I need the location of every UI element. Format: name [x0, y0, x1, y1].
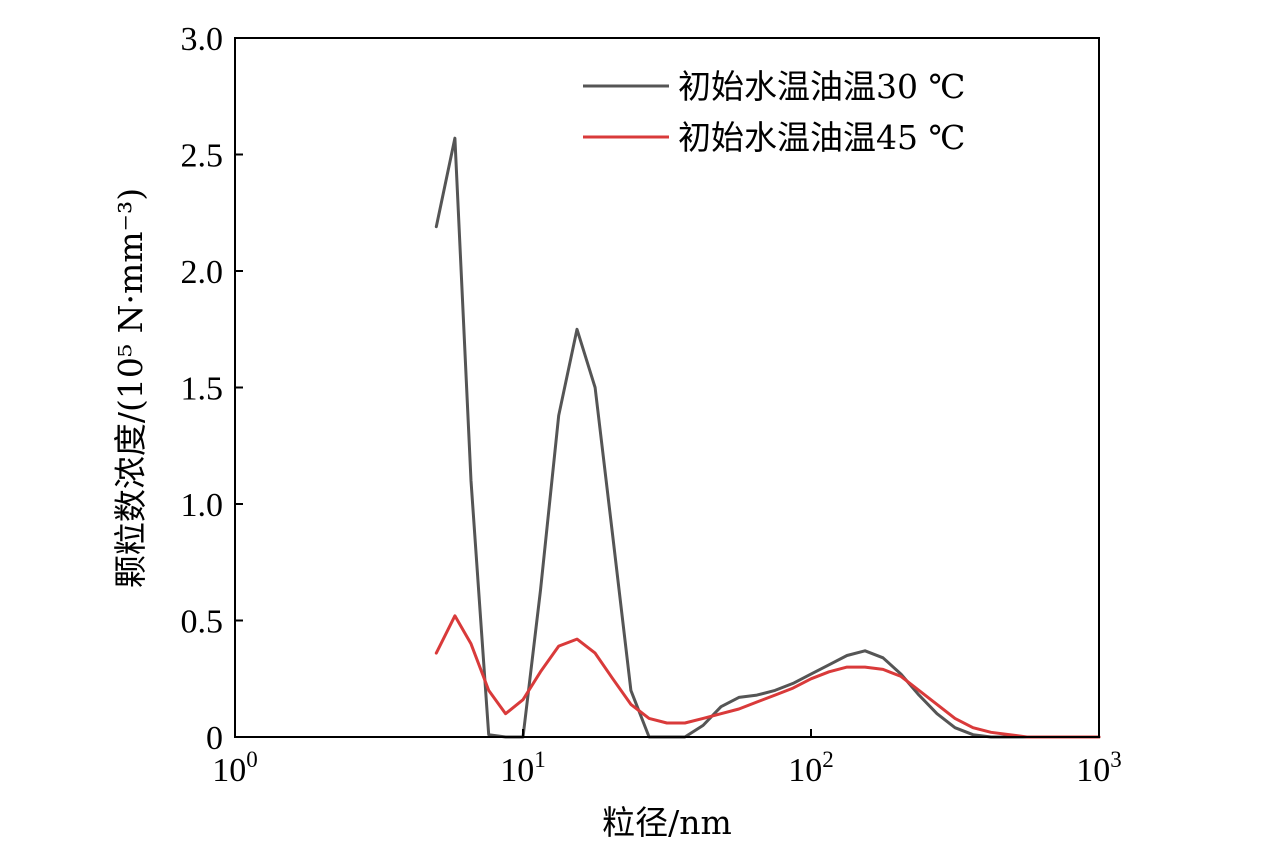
axis-ticks: 0 0.5 1.0 1.5 2.0 2.5 3.0 100 101 102 103: [181, 21, 1122, 789]
y-tick-label: 1.5: [181, 371, 224, 408]
legend-label-1: 初始水温油温30 ℃: [678, 67, 965, 106]
y-tick-label: 2.0: [181, 254, 224, 291]
x-axis-label: 粒径/nm: [602, 803, 732, 842]
legend-label-2: 初始水温油温45 ℃: [678, 118, 965, 157]
series-line-1: [434, 136, 1101, 739]
y-tick-label: 2.5: [181, 138, 224, 175]
x-tick-label: 100: [212, 747, 258, 789]
x-tick-label: 103: [1076, 747, 1122, 789]
x-tick-label: 102: [788, 747, 834, 789]
y-tick-label: 0: [206, 720, 223, 757]
legend: 初始水温油温30 ℃ 初始水温油温45 ℃: [583, 67, 965, 157]
y-tick-label: 3.0: [181, 21, 224, 58]
y-axis-label: 颗粒数浓度/(10⁵ N·mm⁻³): [111, 188, 150, 588]
series-line-2: [434, 614, 1101, 739]
y-tick-label: 0.5: [181, 604, 224, 641]
plot-frame: [234, 37, 1100, 738]
plot-area: [434, 136, 1101, 739]
y-tick-label: 1.0: [181, 487, 224, 524]
x-tick-label: 101: [500, 747, 546, 789]
